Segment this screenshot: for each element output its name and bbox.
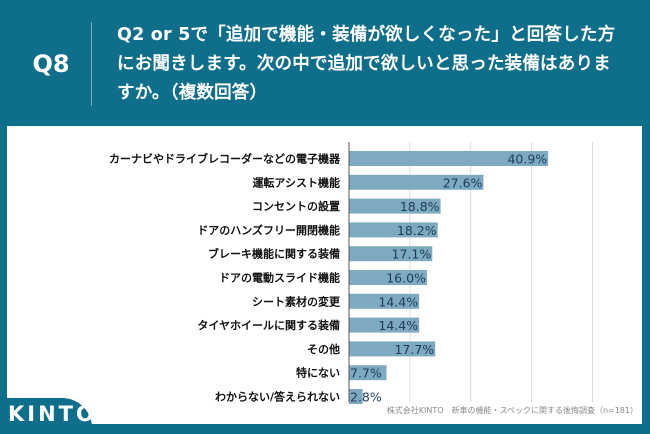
bar xyxy=(349,365,387,381)
bar xyxy=(349,246,433,262)
kinto-logo: KINTO xyxy=(8,402,97,426)
question-title: Q2 or 5で「追加で機能・装備が欲しくなった」と回答した方にお聞きします。次… xyxy=(117,25,616,103)
bar xyxy=(349,151,549,166)
bar xyxy=(349,293,420,309)
value-label: 2.8% xyxy=(350,390,382,405)
source-note: 株式会社KINTO 新車の機能・スペックに関する後悔調査（n=181） xyxy=(386,406,638,415)
bar xyxy=(349,317,420,333)
question-number: Q8 xyxy=(32,50,70,78)
category-label: コンセントの設置 xyxy=(252,199,340,213)
category-label: 運転アシスト機能 xyxy=(252,175,340,189)
category-label: その他 xyxy=(307,342,340,356)
bar xyxy=(349,222,438,238)
chart-panel xyxy=(7,126,642,424)
category-label: カーナビやドライブレコーダーなどの電子機器 xyxy=(109,152,341,166)
bar xyxy=(349,389,363,404)
value-label: 17.7% xyxy=(394,342,434,357)
value-label: 14.4% xyxy=(378,318,418,333)
category-label: シート素材の変更 xyxy=(252,294,341,308)
value-label: 17.1% xyxy=(392,247,432,262)
value-label: 18.2% xyxy=(397,223,437,238)
category-label: わからない/答えられない xyxy=(215,390,340,404)
category-label: ブレーキ機能に関する装備 xyxy=(208,247,340,261)
bar xyxy=(349,198,441,214)
bar xyxy=(349,174,484,190)
value-label: 18.8% xyxy=(400,199,440,214)
value-label: 14.4% xyxy=(378,294,418,309)
value-label: 7.7% xyxy=(350,366,382,381)
category-label: 特にない xyxy=(296,366,340,380)
category-label: タイヤホイールに関する装備 xyxy=(197,318,340,332)
value-label: 40.9% xyxy=(507,152,547,167)
category-label: ドアの電動スライド機能 xyxy=(219,271,340,285)
header-divider xyxy=(91,22,92,106)
bar xyxy=(349,270,427,285)
value-label: 16.0% xyxy=(386,271,426,286)
logo-tab xyxy=(0,398,92,434)
category-label: ドアのハンズフリー開閉機能 xyxy=(197,223,340,237)
bar xyxy=(349,341,436,357)
value-label: 27.6% xyxy=(443,175,483,190)
